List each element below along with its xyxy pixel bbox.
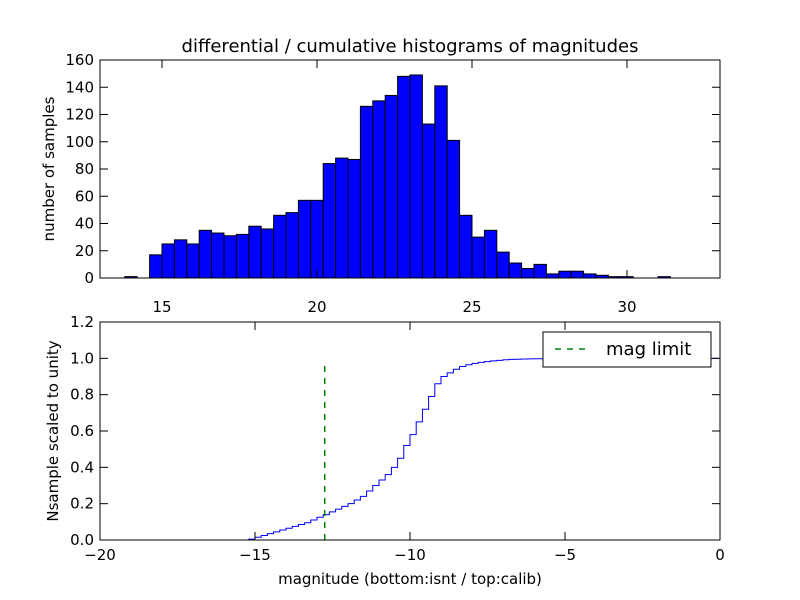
cumulative-step-line — [100, 357, 721, 541]
histogram-bar — [434, 85, 448, 279]
cumulative-x-tick-label: −15 — [239, 546, 271, 564]
histogram-bar — [186, 243, 200, 279]
histogram-y-tick-label: 120 — [65, 106, 94, 124]
cumulative-x-tick-label: −10 — [394, 546, 426, 564]
histogram-bar — [372, 100, 386, 279]
cumulative-y-tick-label: 0.2 — [70, 495, 94, 513]
histogram-bar — [149, 254, 163, 279]
histogram-y-tick-label: 40 — [75, 215, 94, 233]
histogram-panel: 15 20 25 30 0 20 40 60 80 100 120 140 160 differenti… — [40, 36, 721, 316]
histogram-bar — [285, 212, 299, 279]
histogram-y-tick-label: 100 — [65, 133, 94, 151]
histogram-bar — [521, 267, 535, 279]
cumulative-x-tick-label: −20 — [84, 546, 116, 564]
cumulative-y-tick-label: 0.6 — [70, 422, 94, 440]
cumulative-x-tick-label: −5 — [554, 546, 576, 564]
histogram-bar — [409, 74, 423, 279]
cumulative-x-axis-label: magnitude (bottom:isnt / top:calib) — [278, 570, 542, 588]
cumulative-frame — [99, 321, 721, 541]
histogram-bar — [322, 163, 337, 279]
histogram-bar — [359, 105, 374, 279]
cumulative-x-tick-label: 0 — [715, 546, 725, 564]
histogram-x-tick-label: 15 — [152, 298, 171, 316]
histogram-bar — [459, 214, 473, 279]
legend-entry-mag-limit: mag limit — [606, 339, 691, 360]
histogram-bar — [446, 139, 461, 279]
histogram-bar — [508, 262, 523, 279]
cumulative-y-axis-label: Nsample scaled to unity — [44, 340, 62, 521]
histogram-bar — [211, 232, 225, 279]
histogram-bar — [260, 228, 275, 279]
histogram-y-tick-label: 140 — [65, 78, 94, 96]
cumulative-y-tick-label: 0.0 — [70, 531, 94, 549]
chart-title: differential / cumulative histograms of … — [182, 36, 639, 57]
histogram-bar — [570, 270, 585, 279]
cumulative-panel: −20 −15 −10 −5 0 0.0 0.2 0.4 0.6 0.8 1.0 1.2 magnit… — [44, 313, 725, 588]
histogram-frame — [99, 59, 721, 279]
histogram-bar — [545, 273, 560, 279]
histogram-bar — [471, 236, 485, 279]
histogram-bar — [198, 229, 213, 279]
histogram-bar — [223, 235, 237, 279]
histogram-y-tick-label: 60 — [75, 187, 94, 205]
histogram-bar — [335, 157, 349, 279]
histogram-bar — [558, 270, 572, 279]
histogram-y-tick-label: 160 — [65, 51, 94, 69]
histogram-bar — [347, 158, 361, 279]
legend: mag limit — [542, 331, 712, 368]
histogram-bar — [173, 239, 188, 279]
cumulative-y-tick-label: 1.0 — [70, 349, 94, 367]
histogram-bar — [384, 94, 399, 279]
histogram-bar — [496, 251, 510, 279]
histogram-bar — [421, 123, 436, 279]
histogram-y-axis-label: number of samples — [40, 96, 58, 241]
histogram-x-tick-label: 30 — [617, 298, 636, 316]
histogram-bar — [533, 263, 547, 279]
histogram-y-tick-label: 0 — [84, 269, 94, 287]
histogram-bars — [124, 74, 671, 279]
histogram-bar — [310, 199, 324, 279]
cumulative-y-tick-label: 0.4 — [70, 458, 94, 476]
histogram-x-tick-label: 25 — [462, 298, 481, 316]
histogram-bar — [235, 233, 250, 279]
histogram-bar — [248, 225, 262, 279]
histogram-ticks: 15 20 25 30 0 20 40 60 80 100 120 140 160 — [65, 51, 720, 316]
histogram-bar — [161, 243, 175, 279]
histogram-bar — [483, 229, 498, 279]
histogram-bar — [297, 199, 312, 279]
cumulative-ticks: −20 −15 −10 −5 0 0.0 0.2 0.4 0.6 0.8 1.0 1.2 — [70, 313, 725, 564]
histogram-bar — [273, 214, 287, 279]
cumulative-y-tick-label: 1.2 — [70, 313, 94, 331]
histogram-y-tick-label: 80 — [75, 160, 94, 178]
histogram-bar — [583, 273, 597, 279]
histogram-x-tick-label: 20 — [307, 298, 326, 316]
histogram-y-tick-label: 20 — [75, 242, 94, 260]
cumulative-y-tick-label: 0.8 — [70, 386, 94, 404]
histogram-bar — [397, 75, 411, 279]
